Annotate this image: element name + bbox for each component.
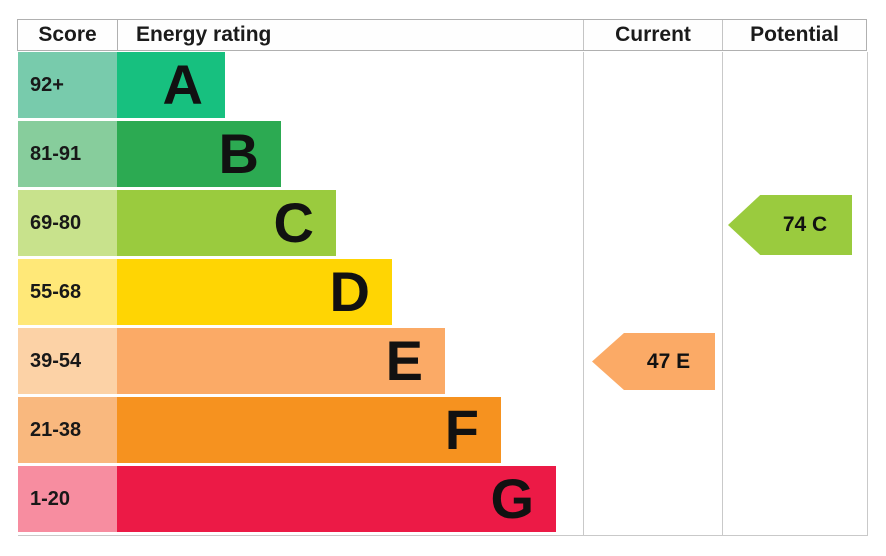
column-divider-potential [722,52,723,535]
rating-bands: 92+ A 81-91 B 69-80 C 55-68 D 39-54 [18,52,868,536]
band-score-range-d: 55-68 [18,259,117,325]
band-row-e: 39-54 E [18,328,867,397]
band-letter-e: E [385,329,423,392]
header-potential: Potential [722,20,866,50]
band-score-range-f: 21-38 [18,397,117,463]
band-row-c: 69-80 C [18,190,867,259]
band-row-d: 55-68 D [18,259,867,328]
band-letter-b: B [218,122,259,185]
header-energy-rating: Energy rating [117,20,583,50]
column-divider-current [583,52,584,535]
band-letter-g: G [490,467,534,530]
band-letter-a: A [162,53,203,116]
band-bar-c: C [117,190,336,256]
band-score-range-a: 92+ [18,52,117,118]
band-score-range-c: 69-80 [18,190,117,256]
band-bar-b: B [117,121,281,187]
band-score-range-b: 81-91 [18,121,117,187]
band-bar-a: A [117,52,225,118]
header-current: Current [583,20,722,50]
header-row: Score Energy rating Current Potential [17,19,867,51]
band-row-a: 92+ A [18,52,867,121]
band-bar-f: F [117,397,501,463]
band-bar-e: E [117,328,445,394]
band-bar-d: D [117,259,392,325]
band-score-range-g: 1-20 [18,466,117,532]
potential-arrow-label: 74 C [782,213,828,236]
band-letter-d: D [329,260,370,323]
band-letter-c: C [273,191,314,254]
band-row-b: 81-91 B [18,121,867,190]
band-score-range-e: 39-54 [18,328,117,394]
current-arrow-label: 47 E [646,349,691,373]
header-score: Score [38,23,97,46]
band-row-g: 1-20 G [18,466,867,535]
band-bar-g: G [117,466,556,532]
band-row-f: 21-38 F [18,397,867,466]
band-letter-f: F [444,398,479,461]
